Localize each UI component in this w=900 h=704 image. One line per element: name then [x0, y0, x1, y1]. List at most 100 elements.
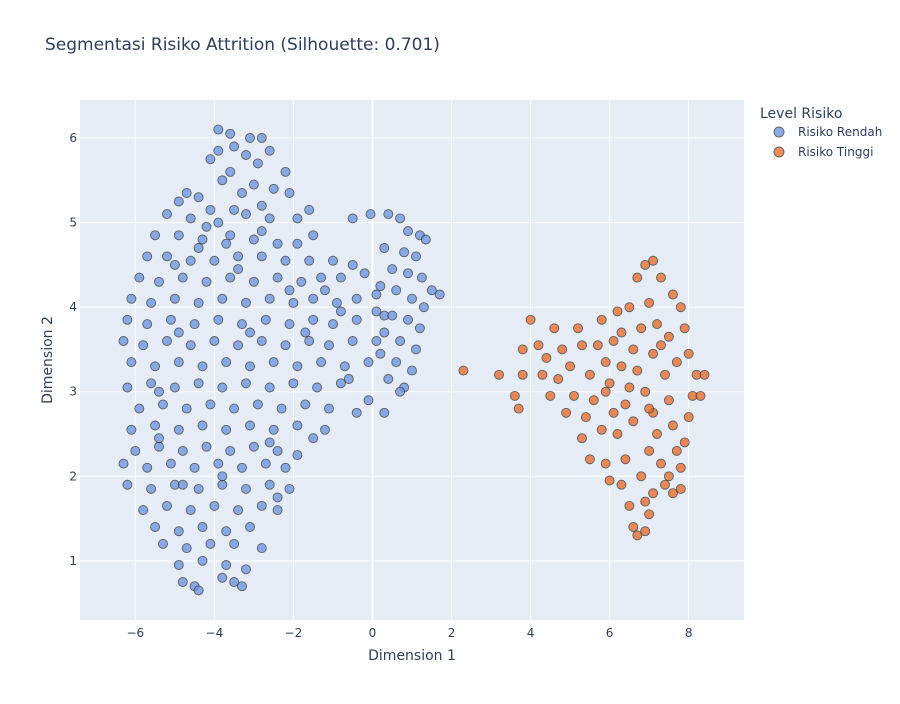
data-point[interactable]	[339, 361, 350, 372]
data-point[interactable]	[177, 272, 188, 283]
data-point[interactable]	[213, 124, 224, 135]
data-point[interactable]	[304, 255, 315, 266]
data-point[interactable]	[248, 234, 259, 245]
data-point[interactable]	[221, 526, 232, 537]
data-point[interactable]	[292, 420, 303, 431]
data-point[interactable]	[679, 323, 690, 334]
data-point[interactable]	[695, 390, 706, 401]
data-point[interactable]	[241, 378, 251, 389]
data-point[interactable]	[193, 378, 204, 389]
data-point[interactable]	[241, 209, 251, 220]
data-point[interactable]	[644, 509, 655, 520]
data-point[interactable]	[205, 204, 216, 215]
data-point[interactable]	[308, 293, 319, 304]
data-point[interactable]	[193, 483, 204, 494]
data-point[interactable]	[158, 538, 168, 549]
data-point[interactable]	[162, 209, 172, 220]
data-point[interactable]	[245, 327, 255, 338]
data-point[interactable]	[150, 420, 161, 431]
data-point[interactable]	[260, 314, 271, 325]
data-point[interactable]	[150, 230, 161, 241]
data-point[interactable]	[154, 441, 164, 452]
data-point[interactable]	[387, 264, 398, 275]
data-point[interactable]	[217, 382, 228, 393]
data-point[interactable]	[561, 407, 572, 418]
data-point[interactable]	[169, 259, 180, 270]
data-point[interactable]	[185, 255, 196, 266]
data-point[interactable]	[162, 500, 172, 511]
data-point[interactable]	[229, 141, 240, 152]
data-point[interactable]	[233, 505, 244, 516]
data-point[interactable]	[663, 331, 674, 342]
data-point[interactable]	[411, 251, 421, 262]
data-point[interactable]	[252, 399, 263, 410]
data-point[interactable]	[628, 522, 639, 532]
data-point[interactable]	[569, 390, 579, 401]
data-point[interactable]	[288, 297, 299, 308]
data-point[interactable]	[553, 374, 564, 384]
data-point[interactable]	[292, 238, 303, 249]
data-point[interactable]	[379, 327, 390, 338]
data-point[interactable]	[197, 361, 208, 372]
data-point[interactable]	[628, 344, 639, 355]
data-point[interactable]	[320, 424, 330, 435]
data-point[interactable]	[256, 226, 267, 237]
data-point[interactable]	[612, 306, 623, 317]
data-point[interactable]	[600, 357, 611, 368]
data-point[interactable]	[193, 243, 204, 253]
data-point[interactable]	[335, 306, 346, 317]
data-point[interactable]	[264, 213, 275, 224]
data-point[interactable]	[351, 314, 362, 325]
data-point[interactable]	[399, 247, 410, 258]
data-point[interactable]	[395, 336, 406, 346]
data-point[interactable]	[280, 255, 291, 266]
data-point[interactable]	[256, 500, 267, 511]
data-point[interactable]	[407, 293, 417, 304]
data-point[interactable]	[652, 319, 662, 330]
data-point[interactable]	[640, 386, 651, 397]
data-point[interactable]	[648, 348, 659, 359]
data-point[interactable]	[347, 213, 358, 224]
data-point[interactable]	[284, 285, 295, 296]
data-point[interactable]	[221, 238, 232, 249]
data-point[interactable]	[142, 251, 153, 262]
data-point[interactable]	[403, 268, 413, 279]
data-point[interactable]	[363, 395, 374, 406]
data-point[interactable]	[596, 314, 607, 325]
data-point[interactable]	[193, 297, 204, 308]
data-point[interactable]	[328, 319, 338, 330]
data-point[interactable]	[300, 327, 311, 338]
data-point[interactable]	[584, 369, 595, 380]
data-point[interactable]	[494, 369, 504, 380]
data-point[interactable]	[134, 403, 145, 414]
data-point[interactable]	[221, 357, 232, 368]
data-point[interactable]	[588, 395, 599, 406]
data-point[interactable]	[264, 145, 275, 156]
data-point[interactable]	[284, 188, 295, 198]
data-point[interactable]	[173, 526, 184, 537]
data-point[interactable]	[248, 441, 259, 452]
data-point[interactable]	[173, 327, 184, 338]
data-point[interactable]	[169, 382, 180, 393]
data-point[interactable]	[146, 378, 157, 389]
data-point[interactable]	[237, 188, 247, 198]
data-point[interactable]	[592, 340, 603, 351]
data-point[interactable]	[225, 128, 236, 139]
data-point[interactable]	[154, 276, 164, 287]
data-point[interactable]	[375, 348, 386, 359]
data-point[interactable]	[549, 323, 560, 334]
data-point[interactable]	[237, 319, 247, 330]
data-point[interactable]	[256, 543, 267, 554]
data-point[interactable]	[513, 403, 524, 414]
data-point[interactable]	[256, 133, 267, 143]
data-point[interactable]	[237, 581, 247, 592]
data-point[interactable]	[347, 336, 358, 346]
data-point[interactable]	[118, 336, 129, 346]
data-point[interactable]	[177, 479, 188, 490]
data-point[interactable]	[205, 399, 216, 410]
data-point[interactable]	[272, 272, 283, 283]
data-point[interactable]	[679, 437, 690, 448]
data-point[interactable]	[197, 420, 208, 431]
data-point[interactable]	[580, 412, 591, 423]
data-point[interactable]	[426, 285, 437, 296]
